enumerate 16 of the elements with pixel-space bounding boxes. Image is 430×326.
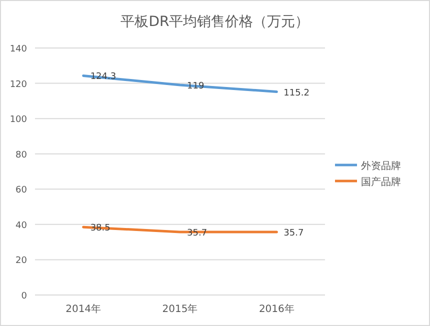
y-tick-label: 0 — [21, 292, 28, 302]
y-tick-label: 80 — [16, 150, 28, 160]
x-tick-label: 2016年 — [258, 303, 294, 315]
y-tick-label: 20 — [16, 256, 28, 266]
legend-label: 外资品牌 — [361, 160, 401, 172]
y-tick-label: 100 — [10, 115, 28, 126]
legend-label: 国产品牌 — [361, 176, 401, 188]
x-tick-label: 2015年 — [162, 303, 198, 315]
data-label: 115.2 — [284, 88, 310, 98]
chart-title: 平板DR平均销售价格（万元） — [120, 14, 310, 30]
x-tick-label: 2014年 — [66, 303, 102, 315]
y-tick-label: 120 — [10, 80, 28, 90]
y-tick-label: 60 — [16, 186, 28, 196]
y-tick-label: 40 — [16, 220, 28, 231]
data-label: 35.7 — [284, 228, 304, 239]
y-tick-label: 140 — [10, 44, 28, 54]
